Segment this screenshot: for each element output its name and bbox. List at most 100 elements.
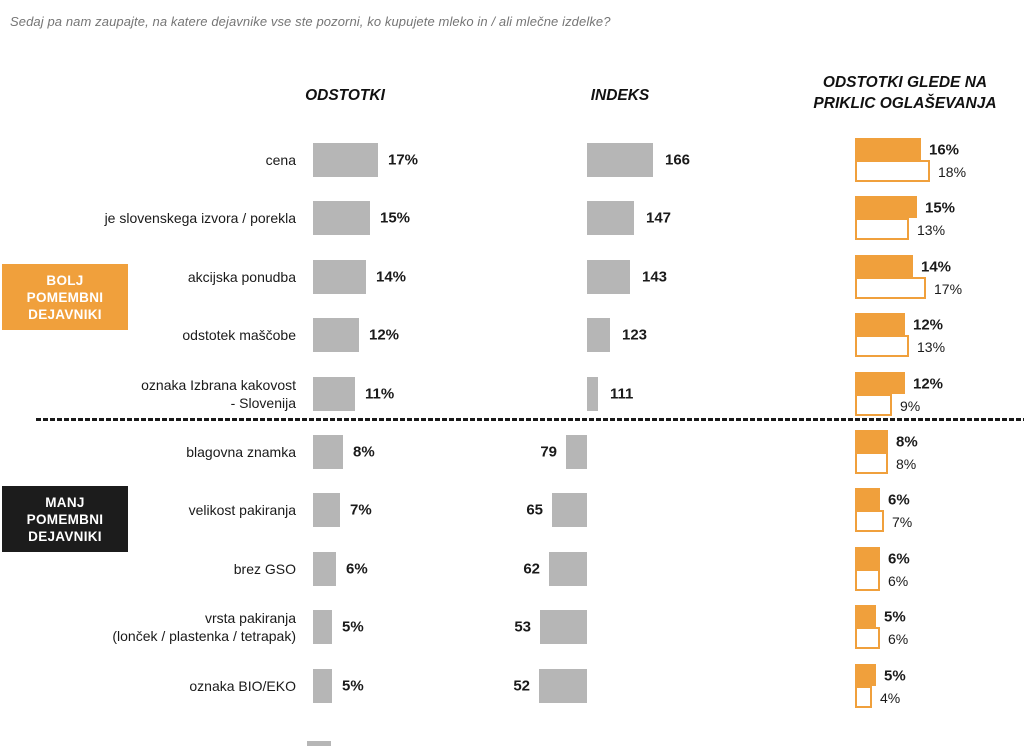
- pct-bar: [313, 668, 332, 703]
- badge-line: POMEMBNI: [26, 289, 104, 305]
- column-header-priklic-line2: PRIKLIC OGLAŠEVANJA: [813, 95, 997, 112]
- recall-filled-bar: [855, 313, 905, 336]
- column-header-odstotki: ODSTOTKI: [305, 87, 385, 104]
- recall-filled-value: 6%: [888, 550, 910, 568]
- row-label-line: blagovna znamka: [186, 444, 296, 460]
- row-label-line: cena: [265, 152, 296, 168]
- pct-value: 15%: [380, 209, 411, 227]
- column-header-priklic-line1: ODSTOTKI GLEDE NA: [822, 74, 988, 91]
- row-label-line: brez GSO: [233, 560, 296, 577]
- index-bar: [587, 201, 634, 236]
- recall-outline-bar: [855, 160, 930, 182]
- recall-outline-bar: [855, 568, 880, 591]
- pct-bar: [313, 435, 343, 469]
- index-value: 65: [526, 501, 543, 519]
- recall-filled-value: 15%: [925, 199, 956, 217]
- row-label-line: - Slovenija: [230, 394, 296, 411]
- recall-outline-bar: [855, 685, 872, 708]
- recall-filled-bar: [855, 430, 888, 452]
- pct-value: 12%: [369, 326, 400, 344]
- pct-bar: [313, 610, 332, 645]
- pct-bar: [313, 318, 359, 353]
- row-label-line: velikost pakiranja: [188, 502, 296, 519]
- index-value: 53: [514, 618, 531, 636]
- index-value: 123: [622, 326, 648, 344]
- recall-filled-bar: [855, 663, 876, 686]
- index-bar: [587, 376, 598, 411]
- index-bar: [549, 551, 587, 586]
- badge-bolj-pomembni-dejavniki: BOLJ POMEMBNI DEJAVNIKI: [2, 264, 128, 330]
- pct-value: 17%: [388, 151, 419, 169]
- index-bar: [539, 668, 587, 703]
- recall-outline-bar: [855, 627, 880, 650]
- row-label-line: oznaka BIO/EKO: [189, 677, 296, 694]
- pct-value: 5%: [342, 618, 364, 636]
- pct-value: 5%: [342, 677, 364, 695]
- question-title: Sedaj pa nam zaupajte, na katere dejavni…: [10, 14, 611, 29]
- row-label: blagovna znamka: [26, 443, 296, 461]
- pct-value: 14%: [376, 268, 407, 286]
- index-value: 79: [540, 443, 557, 461]
- index-bar: [587, 143, 653, 177]
- row-label-line: odstotek maščobe: [182, 327, 296, 344]
- pct-value: 6%: [346, 560, 368, 578]
- index-value: 52: [513, 677, 530, 695]
- badge-line: BOLJ: [46, 272, 84, 288]
- recall-outline-value: 6%: [888, 572, 909, 589]
- recall-outline-value: 8%: [896, 456, 917, 472]
- recall-filled-value: 5%: [884, 667, 906, 685]
- recall-filled-bar: [855, 196, 917, 219]
- pct-value: 11%: [365, 385, 395, 403]
- recall-filled-value: 5%: [884, 608, 906, 626]
- badge-manj-pomembni-dejavniki: MANJ POMEMBNI DEJAVNIKI: [2, 486, 128, 552]
- recall-outline-value: 4%: [880, 689, 901, 706]
- index-bar: [587, 259, 630, 294]
- recall-outline-bar: [855, 335, 909, 358]
- recall-filled-bar: [855, 488, 880, 511]
- recall-outline-value: 18%: [938, 164, 967, 180]
- recall-filled-value: 12%: [913, 375, 944, 393]
- index-value: 166: [665, 151, 691, 169]
- recall-filled-value: 14%: [921, 258, 952, 276]
- index-value: 62: [523, 560, 540, 578]
- row-label-line: je slovenskega izvora / porekla: [104, 210, 296, 227]
- row-label: oznaka Izbrana kakovost - Slovenija: [26, 376, 296, 412]
- recall-outline-value: 9%: [900, 397, 921, 414]
- column-header-priklic: ODSTOTKI GLEDE NA PRIKLIC OGLAŠEVANJA: [785, 72, 1024, 114]
- column-header-indeks: INDEKS: [590, 87, 650, 104]
- badge-line: MANJ: [45, 494, 85, 510]
- group-divider-dashed-line: [36, 418, 1024, 421]
- recall-filled-value: 6%: [888, 491, 910, 509]
- index-bar: [540, 610, 587, 645]
- pct-bar: [313, 493, 340, 528]
- index-bar: [566, 435, 587, 469]
- row-label: je slovenskega izvora / porekla: [26, 209, 296, 227]
- clipped-legend-bar: [307, 741, 331, 746]
- row-label-line: vrsta pakiranja: [204, 610, 296, 627]
- recall-outline-value: 13%: [917, 339, 946, 356]
- recall-outline-bar: [855, 218, 909, 241]
- pct-value: 8%: [353, 443, 375, 461]
- pct-bar: [313, 376, 355, 411]
- recall-filled-bar: [855, 546, 880, 569]
- recall-outline-value: 17%: [934, 280, 963, 297]
- pct-bar: [313, 143, 378, 177]
- recall-filled-bar: [855, 605, 876, 628]
- pct-bar: [313, 259, 366, 294]
- recall-filled-bar: [855, 371, 905, 394]
- row-label: brez GSO: [26, 560, 296, 578]
- pct-value: 7%: [350, 501, 372, 519]
- row-label: odstotek maščobe: [26, 326, 296, 344]
- recall-filled-bar: [855, 254, 913, 277]
- badge-line: DEJAVNIKI: [28, 528, 102, 544]
- index-bar: [552, 493, 587, 528]
- recall-outline-value: 7%: [892, 514, 913, 531]
- recall-outline-bar: [855, 452, 888, 474]
- recall-filled-value: 12%: [913, 316, 944, 334]
- row-label: vrsta pakiranja (lonček / plastenka / tet…: [26, 609, 296, 645]
- badge-line: DEJAVNIKI: [28, 306, 102, 322]
- recall-filled-value: 8%: [896, 433, 918, 451]
- row-label: oznaka BIO/EKO: [26, 677, 296, 695]
- recall-outline-value: 6%: [888, 631, 909, 648]
